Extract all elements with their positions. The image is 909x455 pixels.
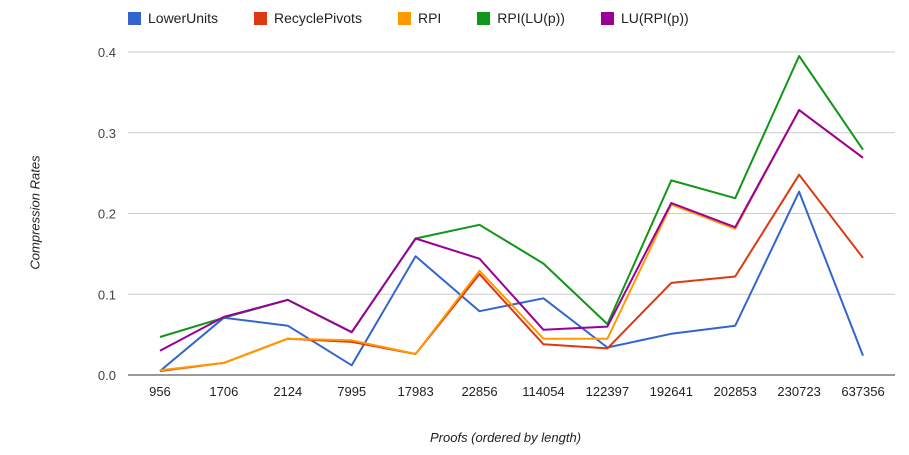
y-axis-label: Compression Rates [27, 155, 43, 270]
x-tick-label: 230723 [777, 384, 820, 399]
legend-label: RPI [417, 10, 442, 26]
legend: LowerUnits RecyclePivots RPI RPI(LU(p)) LU(R… [128, 10, 725, 26]
x-tick-label: 22856 [461, 384, 497, 399]
y-tick-label: 0.1 [98, 287, 116, 302]
x-tick-label: 17983 [398, 384, 434, 399]
series-line-lowerunits [159, 190, 864, 372]
x-tick-label: 122397 [586, 384, 629, 399]
x-tick-label: 202853 [714, 384, 757, 399]
legend-item[interactable]: RPI [397, 10, 442, 26]
legend-swatch [397, 11, 411, 25]
legend-item[interactable]: RPI(LU(p)) [477, 10, 565, 26]
y-tick-label: 0.0 [98, 368, 116, 383]
x-tick-label: 7995 [337, 384, 366, 399]
legend-swatch [600, 11, 614, 25]
series-line-recyclepivots [159, 173, 864, 372]
legend-swatch [128, 11, 141, 25]
x-tick-label: 1706 [209, 384, 238, 399]
legend-label: RecyclePivots [274, 10, 362, 26]
legend-label: LU(RPI(p)) [620, 10, 689, 26]
x-tick-label: 637356 [841, 384, 884, 399]
legend-label: LowerUnits [148, 10, 219, 26]
legend-item[interactable]: LU(RPI(p)) [600, 10, 689, 26]
legend-item[interactable]: LowerUnits [128, 10, 218, 26]
y-tick-label: 0.4 [98, 45, 116, 60]
legend-swatch [254, 11, 268, 25]
legend-item[interactable]: RecyclePivots [254, 10, 362, 26]
x-tick-label: 192641 [650, 384, 693, 399]
legend-label: RPI(LU(p)) [497, 10, 565, 26]
y-tick-label: 0.3 [98, 126, 116, 141]
legend-swatch [477, 11, 491, 25]
x-axis-label: Proofs (ordered by length) [430, 430, 582, 445]
y-tick-label: 0.2 [98, 207, 116, 222]
x-tick-label: 2124 [273, 384, 302, 399]
x-tick-label: 956 [149, 384, 171, 399]
x-tick-label: 114054 [522, 384, 564, 399]
series-line-lu-rpi-p [159, 109, 864, 352]
